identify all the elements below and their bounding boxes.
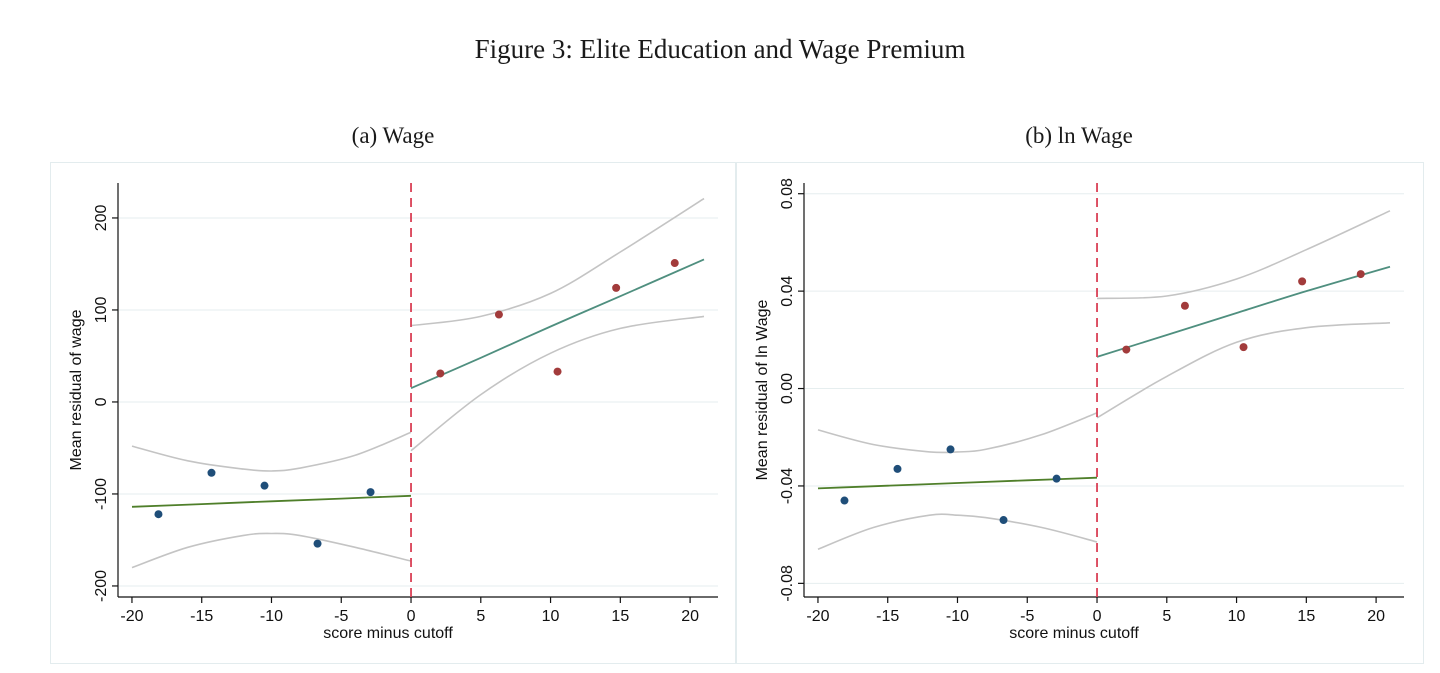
chart-b-y-tick-label: -0.04 [779,468,796,505]
chart-b-point-above [1122,345,1131,354]
chart-a-title: (a) Wage [351,123,435,148]
chart-b-x-tick-label: -15 [876,608,899,625]
chart-a-y-tick-label: -100 [93,478,110,510]
chart-b-x-tick-label: 5 [1162,608,1171,625]
chart-b-x-tick-label: 20 [1367,608,1385,625]
chart-b-fit-line-right [1096,265,1391,358]
chart-b-point-below [840,496,849,505]
chart-b-x-tick-label: -5 [1020,608,1034,625]
chart-a-point-above [494,310,503,319]
chart-a-point-below [260,481,269,490]
chart-a-x-tick-label: -20 [120,608,143,625]
chart-b-point-above [1239,343,1248,352]
chart-b-point-below [893,464,902,473]
chart-a-ci-left-lower [131,532,412,569]
chart-a-plot: -200 -100 0 100 200 -20 -15 -10 -5 0 5 10 15 20 score … [68,183,718,642]
chart-b-y-tick-label: -0.08 [779,565,796,602]
chart-a-y-axis-title: Mean residual of wage [68,309,85,470]
chart-a-fit-line-left [131,494,412,508]
chart-a-y-tick-label: 0 [93,397,110,406]
chart-b-plot: -0.08 -0.04 0.00 0.04 0.08 -20 -15 -10 -5 0 5 10 15 2… [754,178,1404,642]
chart-b-x-tick-label: 15 [1297,608,1315,625]
chart-b-y-tick-label: 0.04 [779,275,796,306]
chart-b-title: (b) ln Wage [1025,123,1133,148]
chart-a-point-above [553,367,562,376]
chart-a-point-above [612,283,621,292]
chart-b-y-tick-label: 0.00 [779,373,796,404]
chart-a-ci-right-upper [410,197,705,327]
chart-a-y-tick-label: -200 [93,570,110,602]
chart-a-x-tick-label: -10 [260,608,283,625]
chart-a-point-below [313,539,322,548]
chart-b-point-below [999,516,1008,525]
chart-b-x-tick-label: -10 [946,608,969,625]
chart-a-fit-line-right [410,258,705,390]
chart-a-x-tick-label: 20 [681,608,699,625]
chart-b-point-below [946,445,955,454]
chart-b-ci-left-lower [817,513,1098,551]
chart-a-x-tick-label: 10 [542,608,560,625]
chart-b-x-tick-label: 10 [1228,608,1246,625]
chart-b-panel: -0.08 -0.04 0.00 0.04 0.08 -20 -15 -10 -5 0 5 10 15 2… [736,162,1424,664]
chart-b-ci-left-upper [817,412,1098,454]
chart-b-x-tick-label: 0 [1093,608,1102,625]
chart-a-x-tick-label: 5 [476,608,485,625]
chart-a-y-tick-label: 200 [93,205,110,232]
chart-a-ci-right-lower [410,315,705,452]
chart-a-x-tick-label: -15 [190,608,213,625]
chart-a-x-axis-title: score minus cutoff [323,625,453,642]
chart-b-y-tick-label: 0.08 [779,178,796,209]
chart-a-point-below [154,510,163,519]
chart-a-x-tick-label: 15 [611,608,629,625]
chart-a-y-tick-label: 100 [93,297,110,324]
chart-b-ci-right-upper [1096,210,1391,300]
chart-b-x-axis-title: score minus cutoff [1009,625,1139,642]
chart-a-panel: -200 -100 0 100 200 -20 -15 -10 -5 0 5 10 15 20 score … [50,162,736,664]
chart-b-x-tick-label: -20 [806,608,829,625]
chart-b-point-above [1356,270,1365,279]
chart-b-point-below [1052,474,1061,483]
chart-b-point-above [1180,301,1189,310]
chart-b-y-axis-title: Mean residual of ln Wage [754,299,771,480]
chart-b-point-above [1298,277,1307,286]
chart-a-point-below [207,468,216,477]
chart-a-ci-left-upper [131,431,412,472]
chart-a-x-tick-label: -5 [334,608,348,625]
chart-a-point-above [670,259,679,268]
chart-b-fit-line-left [817,476,1098,490]
figure-title: Figure 3: Elite Education and Wage Premi… [474,34,966,64]
chart-a-point-above [436,369,445,378]
chart-a-point-below [366,488,375,497]
chart-b-ci-right-lower [1096,322,1391,419]
chart-a-x-tick-label: 0 [407,608,416,625]
